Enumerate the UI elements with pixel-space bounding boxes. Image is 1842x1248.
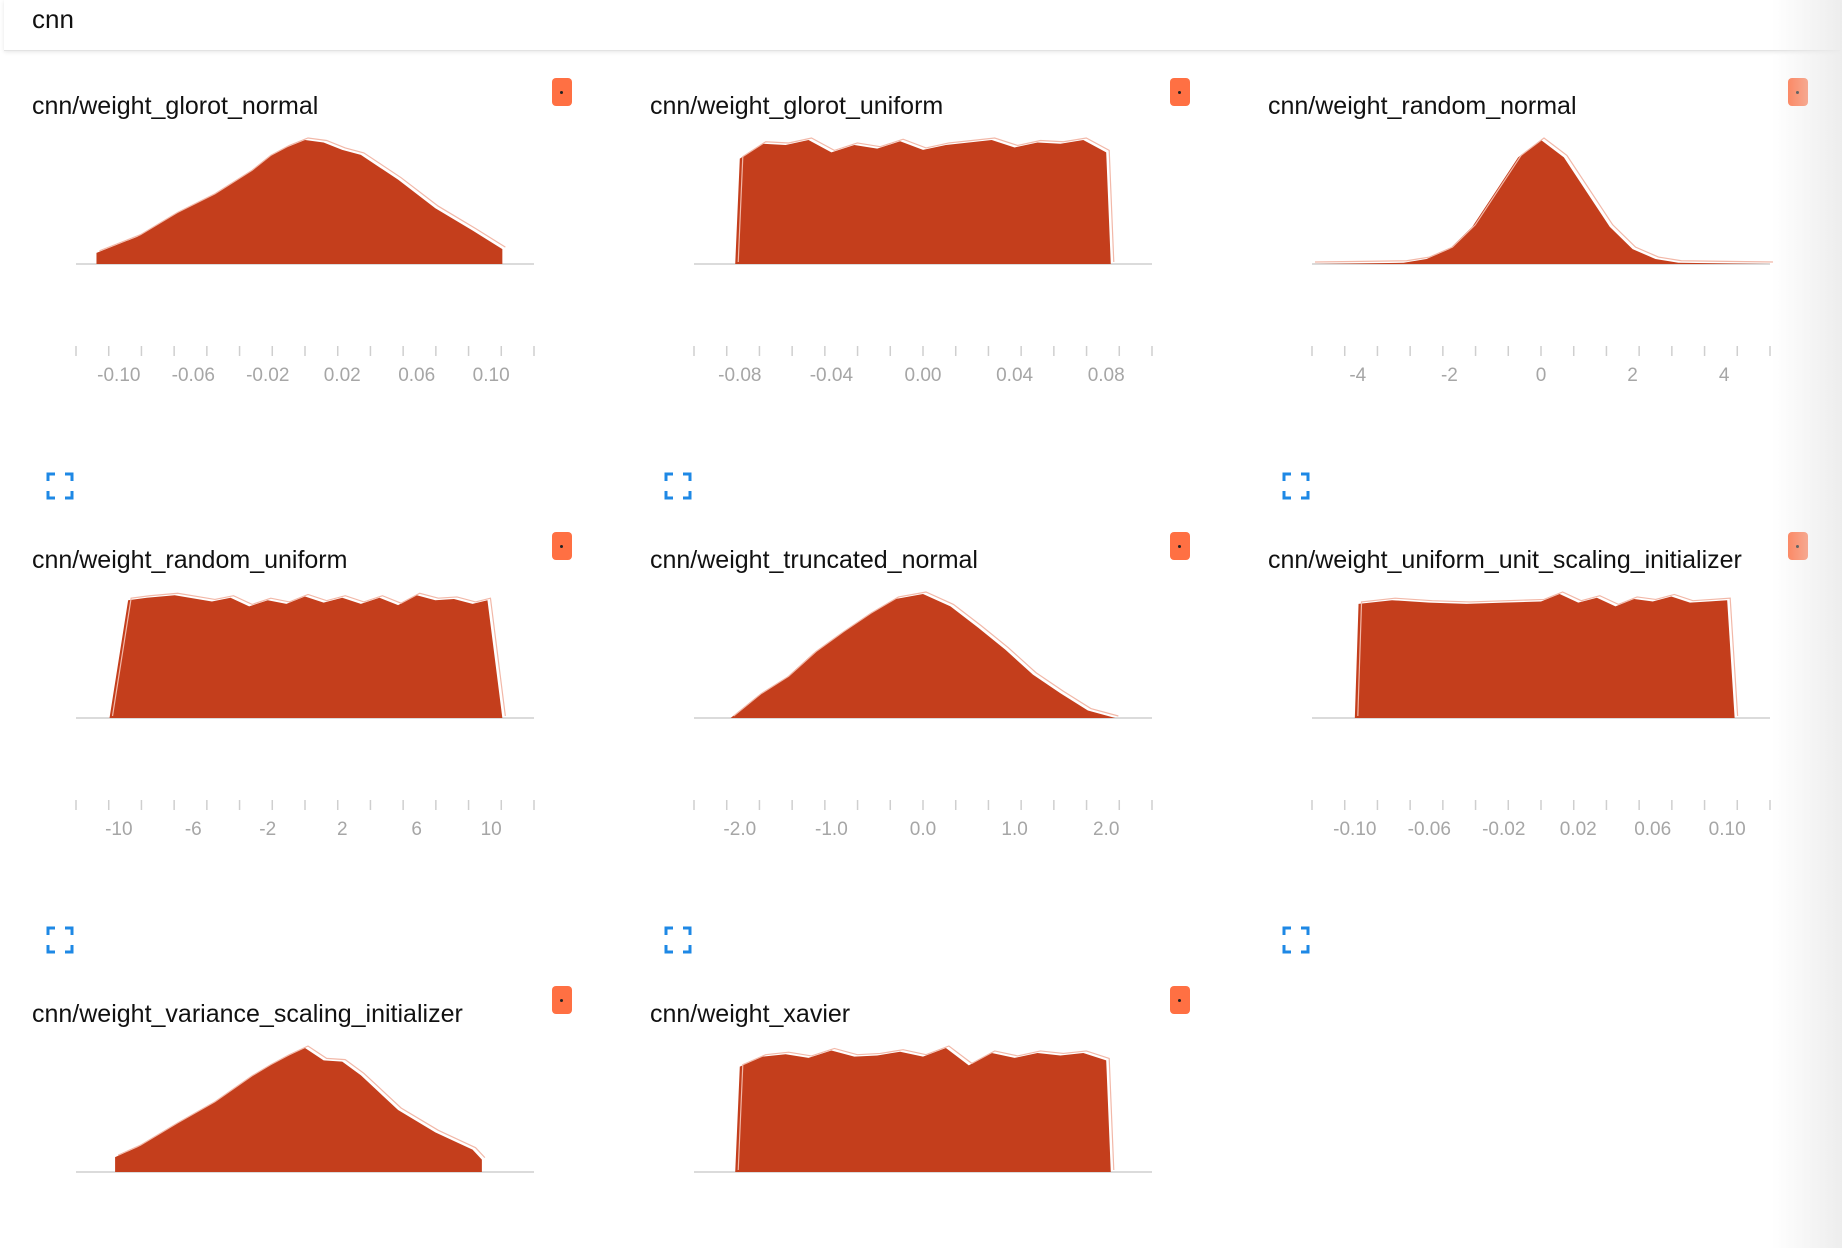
histogram-outline	[111, 592, 506, 717]
tick-label: -0.04	[810, 365, 854, 386]
card-title: cnn/weight_truncated_normal	[650, 546, 978, 574]
histogram-chart: -0.08 -0.04 0.00 0.04 0.08	[693, 137, 1153, 386]
histogram-area	[735, 1048, 1111, 1172]
toggle-icon[interactable]	[552, 986, 572, 1014]
histogram-area	[1312, 140, 1770, 264]
histogram-chart	[76, 1045, 534, 1173]
histogram-outline	[1357, 591, 1739, 717]
tick-label: -6	[185, 819, 202, 840]
fullscreen-icon[interactable]	[46, 926, 74, 954]
card-title: cnn/weight_random_normal	[1268, 92, 1577, 120]
tick-label: 0.02	[1560, 819, 1597, 840]
card-title: cnn/weight_glorot_normal	[32, 92, 319, 120]
histogram-area	[730, 594, 1116, 718]
card-title: cnn/weight_glorot_uniform	[650, 92, 944, 120]
histogram-area	[1354, 594, 1735, 718]
histogram-card: cnn/weight_truncated_normal -2.0 -1.0 0.0 1…	[650, 522, 1250, 962]
toggle-icon[interactable]	[1170, 986, 1190, 1014]
tick-label: 0.06	[398, 365, 435, 386]
card-title: cnn/weight_random_uniform	[32, 546, 348, 574]
histogram-area	[115, 1048, 482, 1172]
tick-label: 2	[337, 819, 348, 840]
tick-label: -2	[259, 819, 276, 840]
tick-label: -1.0	[815, 819, 848, 840]
histogram-card: cnn/weight_random_normal -4 -2 0 2 4	[1268, 68, 1842, 508]
tick-label: -0.06	[1408, 819, 1451, 840]
card-title: cnn/weight_xavier	[650, 1000, 851, 1028]
tick-label: 1.0	[1001, 819, 1027, 840]
histogram-card: cnn/weight_glorot_uniform -0.08 -0.04 0.00…	[650, 68, 1250, 508]
tick-label: 6	[411, 819, 422, 840]
fullscreen-icon[interactable]	[664, 472, 692, 500]
tick-label: 0.04	[996, 365, 1033, 386]
tick-label: -0.08	[718, 365, 761, 386]
tick-label: -4	[1349, 365, 1366, 386]
histogram-chart: -4 -2 0 2 4	[1311, 137, 1774, 386]
histogram-card: cnn/weight_xavier	[650, 976, 1250, 1248]
histogram-card: cnn/weight_glorot_normal -0.10 -0.06 -0.02…	[32, 68, 632, 508]
toggle-icon[interactable]	[552, 78, 572, 106]
tick-label: -0.10	[97, 365, 140, 386]
histogram-outline	[737, 1045, 1115, 1171]
histogram-chart: -0.10 -0.06 -0.02 0.02 0.06 0.10	[75, 137, 535, 386]
toggle-icon[interactable]	[1170, 532, 1190, 560]
histogram-area	[109, 595, 503, 718]
tick-label: -0.02	[246, 365, 289, 386]
tick-label: 2	[1627, 365, 1638, 386]
tick-label: 0.00	[905, 365, 942, 386]
tick-label: 0	[1536, 365, 1547, 386]
fullscreen-icon[interactable]	[1282, 926, 1310, 954]
tick-label: -10	[105, 819, 132, 840]
histogram-card: cnn/weight_random_uniform -10 -6 -2 2 6 10	[32, 522, 632, 962]
tick-label: 0.08	[1088, 365, 1125, 386]
tick-label: 4	[1719, 365, 1730, 386]
header-bar: cnn	[4, 0, 1840, 51]
card-title: cnn/weight_uniform_unit_scaling_initiali…	[1268, 546, 1742, 574]
fullscreen-icon[interactable]	[664, 926, 692, 954]
histogram-chart: -0.10 -0.06 -0.02 0.02 0.06 0.10	[1311, 591, 1771, 840]
tick-label: -2.0	[723, 819, 756, 840]
toggle-icon[interactable]	[552, 532, 572, 560]
tick-label: 2.0	[1093, 819, 1119, 840]
fullscreen-icon[interactable]	[1282, 472, 1310, 500]
tick-label: 0.10	[473, 365, 510, 386]
fullscreen-icon[interactable]	[46, 472, 74, 500]
tick-label: 10	[481, 819, 502, 840]
histogram-outline	[737, 137, 1115, 263]
tick-label: -2	[1441, 365, 1458, 386]
card-title: cnn/weight_variance_scaling_initializer	[32, 1000, 463, 1028]
tick-label: -0.10	[1333, 819, 1376, 840]
tick-label: -0.02	[1482, 819, 1525, 840]
histogram-outline	[1314, 137, 1774, 263]
page-title: cnn	[32, 4, 74, 34]
tick-label: 0.10	[1709, 819, 1746, 840]
histogram-area	[735, 140, 1111, 264]
histogram-chart: -10 -6 -2 2 6 10	[75, 592, 535, 840]
tick-label: 0.06	[1634, 819, 1671, 840]
histogram-card: cnn/weight_variance_scaling_initializer	[32, 976, 632, 1248]
toggle-icon[interactable]	[1170, 78, 1190, 106]
histogram-area	[96, 140, 503, 264]
histogram-outline	[733, 591, 1119, 717]
histogram-card: cnn/weight_uniform_unit_scaling_initiali…	[1268, 522, 1842, 962]
tick-label: -0.06	[172, 365, 215, 386]
tick-label: 0.0	[910, 819, 936, 840]
histogram-chart: -2.0 -1.0 0.0 1.0 2.0	[693, 591, 1153, 840]
tick-label: 0.02	[324, 365, 361, 386]
histogram-outline	[117, 1045, 486, 1159]
histogram-outline	[99, 137, 506, 252]
histogram-chart	[694, 1045, 1152, 1173]
